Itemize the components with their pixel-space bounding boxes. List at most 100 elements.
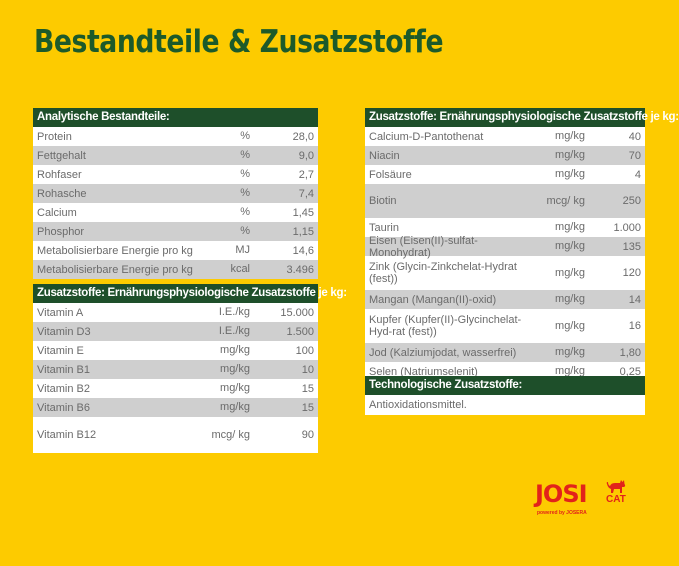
table-row: Folsäure mg/kg 4 (365, 165, 645, 184)
table-row: Fettgehalt% 9,0 (33, 146, 318, 165)
row-name: Taurin (369, 221, 399, 234)
table-row: Kupfer (Kupfer(II)-Glycinchelat-Hyd-rat … (365, 309, 645, 343)
table-row: Rohfaser% 2,7 (33, 165, 318, 184)
row-unit: mg/kg (555, 365, 585, 377)
row-unit: mg/kg (555, 346, 585, 358)
nutritional-additives-table: Zusatzstoffe: Ernährungsphysiologische Z… (365, 108, 679, 381)
row-unit: % (240, 206, 250, 218)
table-row: Zink (Glycin-Zinkchelat-Hydrat (fest)) mg… (365, 256, 645, 290)
table-row: Metabolisierbare Energie pro kg kcal 3.496 (33, 260, 318, 279)
row-unit: % (240, 130, 250, 142)
row-name: Rohasche (37, 187, 87, 200)
row-unit: % (240, 149, 250, 161)
table-row: Taurin mg/kg 1.000 (365, 218, 645, 237)
row-text: Antioxidationsmittel. (369, 399, 467, 411)
technological-additives-table: Technologische Zusatzstoffe: Antioxidati… (365, 376, 645, 415)
row-name: Calcium-D-Pantothenat (369, 130, 484, 143)
table-row: Calcium-D-Pantothenat mg/kg 40 (365, 127, 645, 146)
row-value: 90 (301, 429, 314, 441)
logo-tagline: powered by JOSERA (537, 510, 587, 516)
row-value: 1.500 (286, 325, 314, 338)
row-unit: mg/kg (555, 293, 585, 305)
table-row: Biotin mcg/ kg 250 (365, 184, 645, 218)
row-value: 15.000 (280, 306, 314, 319)
row-name: Protein (37, 130, 72, 143)
row-name: Jod (Kalziumjodat, wasserfrei) (369, 346, 517, 359)
row-name: Vitamin B12 (37, 429, 97, 441)
table-row: Vitamin B6 mg/kg 15 (33, 398, 318, 417)
row-name: Folsäure (369, 168, 412, 181)
row-name: Vitamin B2 (37, 382, 90, 395)
row-name: Biotin (369, 195, 397, 207)
row-value: 1,80 (619, 346, 641, 359)
row-value: 9,0 (298, 149, 314, 162)
josi-cat-logo: JOSI CAT powered by JOSERA (535, 480, 645, 520)
row-value: 14,6 (292, 244, 314, 257)
row-name: Calcium (37, 206, 77, 219)
row-unit: % (240, 225, 250, 237)
table-row: Vitamin B1 mg/kg 10 (33, 360, 318, 379)
row-unit: % (240, 187, 250, 199)
table-row: Phosphor% 1,15 (33, 222, 318, 241)
row-unit: mg/kg (555, 240, 585, 252)
row-value: 4 (634, 168, 641, 181)
row-value: 15 (301, 401, 314, 414)
table-row: Rohasche% 7,4 (33, 184, 318, 203)
table-row: Vitamin B2 mg/kg 15 (33, 379, 318, 398)
analytical-constituents-table: Analytische Bestandteile: Protein% 28,0 F… (33, 108, 318, 279)
table-row: Jod (Kalziumjodat, wasserfrei) mg/kg 1,80 (365, 343, 645, 362)
table-row: Antioxidationsmittel. (365, 395, 645, 415)
logo-brand: JOSI (535, 480, 588, 508)
row-unit: mg/kg (555, 266, 585, 279)
row-unit: mg/kg (555, 168, 585, 180)
row-unit: mg/kg (555, 319, 585, 332)
row-value: 15 (301, 382, 314, 395)
row-value: 28,0 (292, 130, 314, 143)
row-value: 120 (622, 267, 641, 279)
row-unit: mcg/ kg (211, 428, 250, 441)
row-value: 10 (301, 363, 314, 376)
row-name: Vitamin B1 (37, 363, 90, 376)
row-name: Vitamin A (37, 306, 84, 319)
row-value: 1.000 (613, 221, 641, 234)
row-unit: kcal (230, 263, 250, 275)
row-unit: mg/kg (220, 344, 250, 356)
row-value: 100 (295, 344, 314, 357)
row-name: Mangan (Mangan(II)-oxid) (369, 293, 497, 306)
row-name: Kupfer (Kupfer(II)-Glycinchelat-Hyd-rat … (369, 314, 522, 338)
row-name: Metabolisierbare Energie pro kg (37, 263, 193, 276)
row-value: 0,25 (619, 365, 641, 378)
row-value: 7,4 (298, 187, 314, 200)
row-unit: mg/kg (220, 401, 250, 413)
row-unit: mg/kg (220, 382, 250, 394)
row-name: Vitamin B6 (37, 401, 90, 414)
row-name: Phosphor (37, 225, 85, 238)
table-row: Vitamin B12 mcg/ kg 90 (33, 417, 318, 453)
table-row: Vitamin E mg/kg 100 (33, 341, 318, 360)
row-name: Fettgehalt (37, 149, 86, 162)
row-unit: mg/kg (555, 221, 585, 233)
row-value: 3.496 (286, 263, 314, 276)
row-value: 70 (628, 149, 641, 162)
row-name: Vitamin D3 (37, 325, 91, 338)
cat-icon (606, 480, 626, 493)
row-unit: % (240, 168, 250, 180)
row-value: 1,15 (292, 225, 314, 238)
row-value: 2,7 (298, 168, 314, 181)
table-row: Eisen (Eisen(II)-sulfat-Monohydrat) mg/kg… (365, 235, 645, 259)
row-name: Zink (Glycin-Zinkchelat-Hydrat (fest)) (369, 261, 517, 285)
row-unit: mcg/ kg (546, 194, 585, 207)
table-row: Niacin mg/kg 70 (365, 146, 645, 165)
row-name: Vitamin E (37, 344, 84, 357)
table-row: Vitamin A I.E./kg 15.000 (33, 303, 318, 322)
page-title: Bestandteile & Zusatzstoffe (34, 24, 444, 60)
vitamins-table: Zusatzstoffe: Ernährungsphysiologische Z… (33, 284, 347, 453)
row-name: Rohfaser (37, 168, 82, 181)
row-value: 16 (628, 320, 641, 332)
row-unit: mg/kg (555, 130, 585, 142)
row-value: 14 (628, 293, 641, 306)
row-value: 135 (622, 240, 641, 253)
table-row: Metabolisierbare Energie pro kg MJ 14,6 (33, 241, 318, 260)
row-unit: MJ (235, 244, 250, 256)
row-unit: I.E./kg (218, 325, 250, 337)
